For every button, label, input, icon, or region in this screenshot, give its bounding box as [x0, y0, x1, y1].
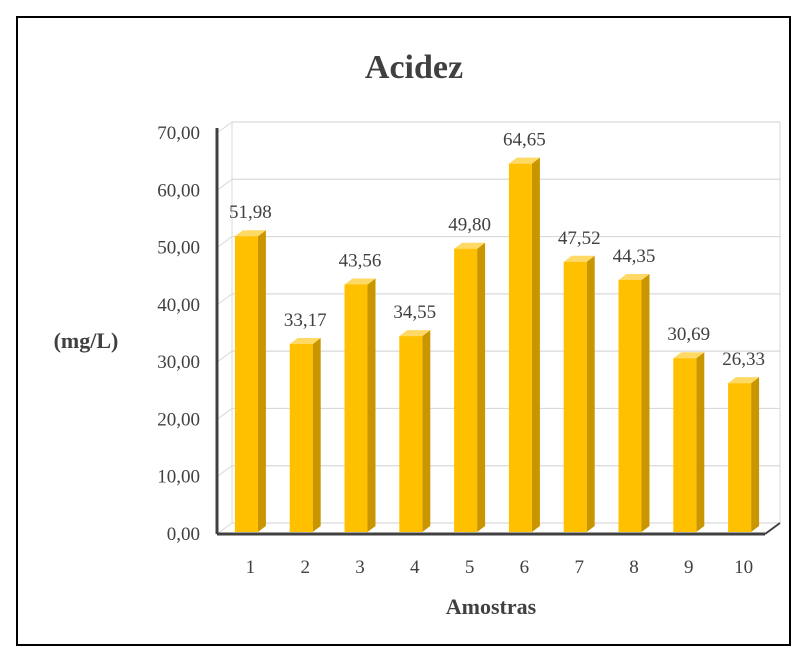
bar-top [399, 330, 431, 337]
data-label: 34,55 [393, 302, 436, 323]
x-axis-depth [764, 522, 781, 535]
bar-top [508, 157, 540, 164]
data-label: 47,52 [558, 228, 601, 249]
bar [454, 248, 478, 532]
bar-layer [234, 157, 760, 532]
bar-top [344, 278, 376, 285]
bar-top [728, 377, 760, 384]
bar-top [454, 242, 486, 249]
data-label: 44,35 [613, 246, 656, 267]
label-layer: 51,98 1 33,17 2 43,56 3 34,55 4 49,80 5 64,65 6 47,5… [229, 130, 765, 578]
bar-side [312, 337, 321, 532]
y-tick-label: 30,00 [157, 352, 200, 373]
gridline-depth [216, 408, 233, 420]
y-tick-label: 40,00 [157, 295, 200, 316]
bar-top [673, 352, 705, 359]
bar [508, 163, 532, 532]
data-label: 51,98 [229, 202, 272, 223]
x-tick-label: 4 [410, 557, 420, 578]
chart-frame [16, 16, 791, 646]
bar [289, 343, 313, 532]
bar [234, 236, 258, 532]
gridline-depth [216, 121, 233, 134]
x-tick-label: 10 [734, 557, 753, 578]
x-tick-label: 8 [629, 557, 639, 578]
y-axis-label: (mg/L) [54, 328, 119, 353]
bar [344, 284, 368, 532]
x-tick-label: 6 [520, 557, 530, 578]
x-tick-label: 7 [574, 557, 584, 578]
bar [563, 261, 587, 532]
bar [399, 336, 423, 532]
data-label: 43,56 [339, 250, 382, 271]
data-label: 33,17 [284, 310, 327, 331]
bar-side [696, 352, 705, 532]
gridline-depth [216, 178, 233, 191]
y-tick-label: 0,00 [167, 524, 200, 545]
bar-top [618, 273, 650, 280]
bar [673, 358, 697, 532]
bar-side [367, 278, 376, 532]
y-tick-label: 10,00 [157, 467, 200, 488]
data-label: 49,80 [448, 215, 491, 236]
chart-title: Acidez [365, 49, 463, 86]
bar-side [257, 230, 266, 532]
gridline-depth [216, 350, 233, 363]
data-label: 26,33 [722, 349, 765, 370]
x-tick-label: 3 [355, 557, 365, 578]
bar-side [751, 377, 760, 532]
x-tick-label: 5 [465, 557, 475, 578]
y-tick-label: 60,00 [157, 180, 200, 201]
bar-side [477, 242, 486, 532]
x-axis-label: Amostras [446, 594, 537, 619]
gridline-depth [216, 522, 233, 535]
bar-top [289, 337, 321, 344]
bar [728, 383, 752, 532]
bar-side [422, 330, 431, 532]
gridline-depth [216, 293, 233, 306]
bar-top [563, 255, 595, 262]
data-label: 64,65 [503, 130, 546, 151]
bar-side [531, 157, 540, 532]
gridline-depth [216, 236, 233, 248]
bar-side [641, 273, 650, 532]
gridline-depth [216, 465, 233, 478]
y-tick-label: 70,00 [157, 123, 200, 144]
x-tick-label: 1 [246, 557, 256, 578]
axis-layer: 0,00 10,00 20,00 30,00 40,00 50,00 60,00 70,00 [157, 123, 781, 545]
y-tick-label: 50,00 [157, 238, 200, 259]
bar-top [234, 230, 266, 237]
bar [618, 279, 642, 532]
x-tick-label: 9 [684, 557, 694, 578]
data-label: 30,69 [667, 324, 710, 345]
x-tick-label: 2 [300, 557, 310, 578]
y-tick-label: 20,00 [157, 409, 200, 430]
bar-side [586, 255, 595, 532]
